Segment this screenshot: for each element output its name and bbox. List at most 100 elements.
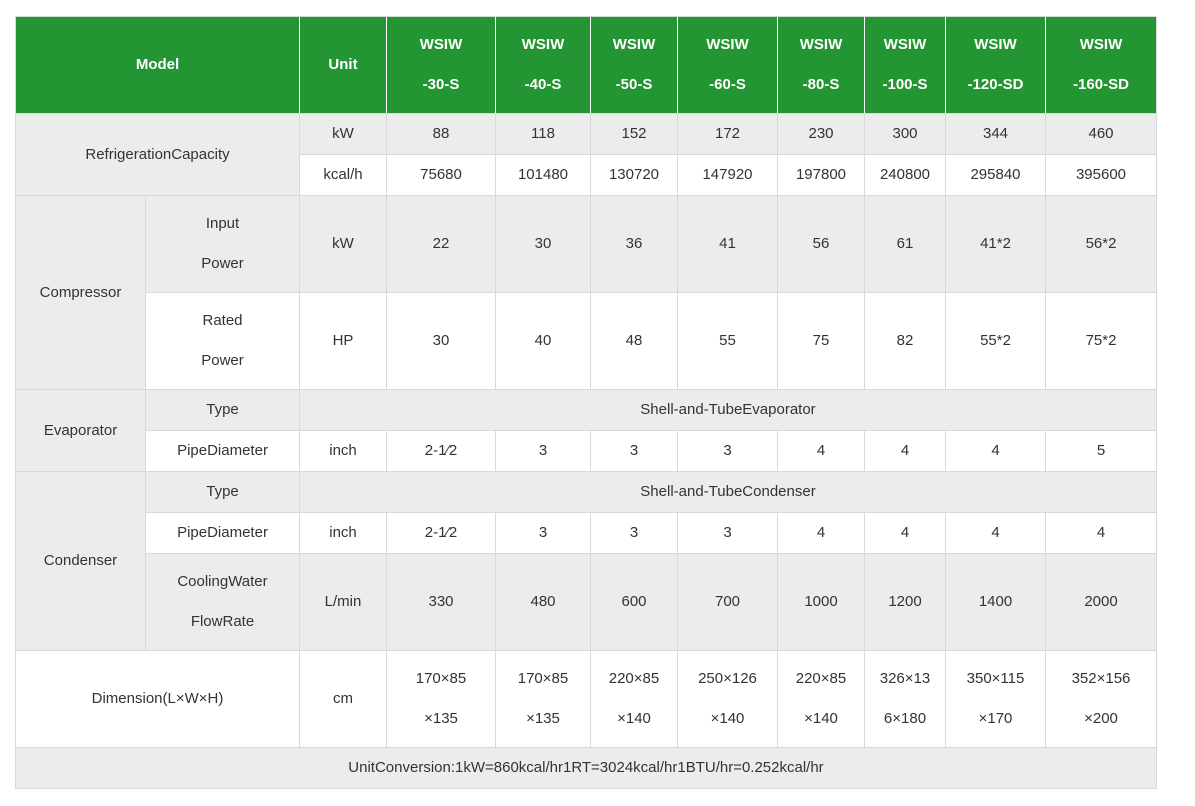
value-cell: 75680	[386, 154, 496, 196]
header-model-col: WSIW -40-S	[495, 16, 591, 114]
value-cell: 4	[777, 512, 865, 554]
value-cell: 395600	[1045, 154, 1157, 196]
value-cell: 48	[590, 292, 678, 390]
dimension-label: Dimension(L×W×H)	[15, 650, 300, 748]
value-cell: 250×126 ×140	[677, 650, 778, 748]
value-cell: 40	[495, 292, 591, 390]
value-cell: 220×85 ×140	[777, 650, 865, 748]
value-cell: 3	[495, 512, 591, 554]
value-cell: 700	[677, 553, 778, 651]
header-model-col: WSIW -120-SD	[945, 16, 1046, 114]
unit-cell: inch	[299, 430, 387, 472]
unit-cell: kcal/h	[299, 154, 387, 196]
value-cell: 88	[386, 113, 496, 155]
value-cell: 4	[945, 430, 1046, 472]
value-cell: 4	[864, 430, 946, 472]
header-model-col: WSIW -60-S	[677, 16, 778, 114]
value-cell: 4	[945, 512, 1046, 554]
header-model-col: WSIW -30-S	[386, 16, 496, 114]
value-cell: 82	[864, 292, 946, 390]
table-row: Evaporator Type Shell-and-TubeEvaporator	[15, 389, 1157, 472]
value-cell: 30	[386, 292, 496, 390]
value-cell: 330	[386, 553, 496, 651]
value-cell: 326×13 6×180	[864, 650, 946, 748]
value-cell: 172	[677, 113, 778, 155]
value-cell: 3	[677, 512, 778, 554]
unit-cell: HP	[299, 292, 387, 390]
refrigeration-label: RefrigerationCapacity	[15, 113, 300, 196]
value-cell: 230	[777, 113, 865, 155]
value-cell: 295840	[945, 154, 1046, 196]
value-cell: 75	[777, 292, 865, 390]
type-label: Type	[145, 471, 300, 513]
table-row: Rated Power HP 30 40 48 55 75 82 55*2 75*…	[15, 292, 1157, 390]
value-cell: 41	[677, 195, 778, 293]
value-cell: 1200	[864, 553, 946, 651]
table-row: UnitConversion:1kW=860kcal/hr1RT=3024kca…	[15, 747, 1157, 789]
value-cell: 3	[590, 430, 678, 472]
value-cell: 300	[864, 113, 946, 155]
value-cell: 240800	[864, 154, 946, 196]
value-cell: 460	[1045, 113, 1157, 155]
value-cell: 61	[864, 195, 946, 293]
value-cell: 3	[590, 512, 678, 554]
table-row: Condenser Type Shell-and-TubeCondenser	[15, 471, 1157, 651]
value-cell: 147920	[677, 154, 778, 196]
pipe-diameter-label: PipeDiameter	[145, 512, 300, 554]
table-row: Dimension(L×W×H) cm 170×85 ×135 170×85 ×13…	[15, 650, 1157, 748]
input-power-label: Input Power	[145, 195, 300, 293]
table-row: PipeDiameter inch 2-1⁄2 3 3 3 4 4 4 5	[15, 430, 1157, 472]
spec-table: Model Unit WSIW -30-S WSIW -40-S WSIW -50-S…	[15, 16, 1157, 789]
unit-cell: kW	[299, 113, 387, 155]
value-cell: 2000	[1045, 553, 1157, 651]
header-model-col: WSIW -100-S	[864, 16, 946, 114]
value-cell: 5	[1045, 430, 1157, 472]
value-cell: 197800	[777, 154, 865, 196]
unit-cell: L/min	[299, 553, 387, 651]
value-cell: 4	[777, 430, 865, 472]
value-cell: 55	[677, 292, 778, 390]
value-cell: 118	[495, 113, 591, 155]
value-cell: 170×85 ×135	[495, 650, 591, 748]
unit-cell: inch	[299, 512, 387, 554]
value-cell: 41*2	[945, 195, 1046, 293]
value-cell: 3	[677, 430, 778, 472]
table-row: RefrigerationCapacity kW 88 118 152 172 …	[15, 113, 1157, 196]
condenser-type-value: Shell-and-TubeCondenser	[299, 471, 1157, 513]
value-cell: 56*2	[1045, 195, 1157, 293]
value-cell: 30	[495, 195, 591, 293]
value-cell: 56	[777, 195, 865, 293]
value-cell: 480	[495, 553, 591, 651]
unit-conversion-note: UnitConversion:1kW=860kcal/hr1RT=3024kca…	[15, 747, 1157, 789]
table-row: kcal/h 75680 101480 130720 147920 197800…	[15, 154, 1157, 196]
value-cell: 2-1⁄2	[386, 512, 496, 554]
header-model-col: WSIW -80-S	[777, 16, 865, 114]
value-cell: 101480	[495, 154, 591, 196]
flow-rate-label: CoolingWater FlowRate	[145, 553, 300, 651]
value-cell: 600	[590, 553, 678, 651]
value-cell: 36	[590, 195, 678, 293]
header-model-col: WSIW -160-SD	[1045, 16, 1157, 114]
value-cell: 1400	[945, 553, 1046, 651]
value-cell: 350×115 ×170	[945, 650, 1046, 748]
type-label: Type	[145, 389, 300, 431]
header-row: Model Unit WSIW -30-S WSIW -40-S WSIW -50-S…	[15, 16, 1157, 114]
condenser-label: Condenser	[15, 471, 146, 651]
value-cell: 152	[590, 113, 678, 155]
value-cell: 170×85 ×135	[386, 650, 496, 748]
value-cell: 4	[1045, 512, 1157, 554]
value-cell: 22	[386, 195, 496, 293]
table-row: PipeDiameter inch 2-1⁄2 3 3 3 4 4 4 4	[15, 512, 1157, 554]
value-cell: 3	[495, 430, 591, 472]
unit-cell: kW	[299, 195, 387, 293]
value-cell: 55*2	[945, 292, 1046, 390]
value-cell: 2-1⁄2	[386, 430, 496, 472]
header-model-col: WSIW -50-S	[590, 16, 678, 114]
value-cell: 75*2	[1045, 292, 1157, 390]
pipe-diameter-label: PipeDiameter	[145, 430, 300, 472]
unit-cell: cm	[299, 650, 387, 748]
value-cell: 220×85 ×140	[590, 650, 678, 748]
evaporator-label: Evaporator	[15, 389, 146, 472]
table-row: CoolingWater FlowRate L/min 330 480 600 7…	[15, 553, 1157, 651]
value-cell: 4	[864, 512, 946, 554]
